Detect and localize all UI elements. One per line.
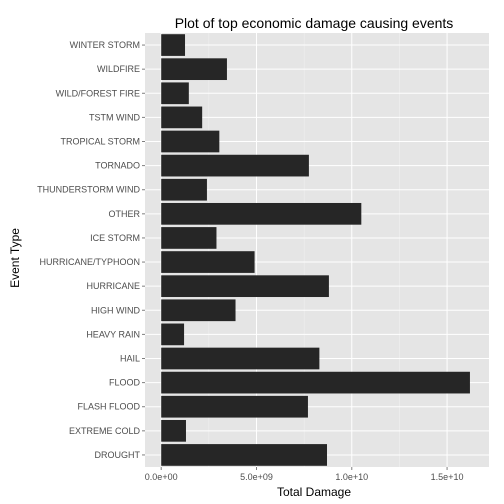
y-tick-label: WILD/FOREST FIRE (56, 88, 140, 98)
y-axis-title: Event Type (8, 228, 22, 288)
bar (161, 251, 255, 273)
x-tick-label: 1.0e+10 (335, 472, 368, 482)
y-tick-label: OTHER (109, 209, 141, 219)
bar (161, 202, 362, 225)
bar (161, 178, 207, 201)
y-tick-label: HEAVY RAIN (86, 329, 140, 339)
y-tick-label: FLASH FLOOD (77, 402, 140, 412)
plot-panel (145, 33, 489, 467)
bar (161, 371, 470, 394)
y-tick-label: WILDFIRE (97, 64, 140, 74)
bar (161, 82, 189, 105)
bar (161, 154, 309, 177)
y-tick-label: TSTM WIND (89, 112, 140, 122)
bar (161, 106, 203, 129)
x-axis-tick-labels: 0.0e+00 5.0e+09 1.0e+10 1.5e+10 (145, 467, 464, 482)
chart-title: Plot of top economic damage causing even… (175, 15, 454, 31)
bar (161, 227, 217, 249)
y-tick-label: WINTER STORM (70, 40, 140, 50)
y-tick-label: HURRICANE (86, 281, 140, 291)
bar (161, 395, 308, 418)
x-axis-title: Total Damage (277, 485, 351, 499)
bar (161, 130, 220, 153)
bar (161, 444, 328, 466)
x-tick-label: 1.5e+10 (431, 472, 464, 482)
bar (161, 419, 186, 442)
y-tick-label: HURRICANE/TYPHOON (39, 257, 140, 267)
x-tick-label: 5.0e+09 (240, 472, 273, 482)
y-tick-label: TORNADO (95, 161, 140, 171)
bar (161, 34, 186, 56)
x-tick-label: 0.0e+00 (145, 472, 178, 482)
y-tick-label: THUNDERSTORM WIND (37, 185, 140, 195)
bar (161, 347, 320, 370)
y-tick-label: HIGH WIND (91, 305, 140, 315)
bar (161, 58, 227, 81)
y-tick-label: HAIL (120, 354, 140, 364)
y-axis-tick-labels: DROUGHT EXTREME COLD FLASH FLOOD FLOOD HAIL H… (37, 40, 145, 460)
bar (161, 323, 185, 346)
bar (161, 275, 329, 298)
y-tick-label: EXTREME COLD (69, 426, 141, 436)
bar (161, 299, 236, 322)
y-tick-label: DROUGHT (95, 450, 141, 460)
y-tick-label: FLOOD (109, 378, 141, 388)
y-tick-label: TROPICAL STORM (60, 137, 140, 147)
bars (161, 34, 470, 466)
y-tick-label: ICE STORM (90, 233, 140, 243)
